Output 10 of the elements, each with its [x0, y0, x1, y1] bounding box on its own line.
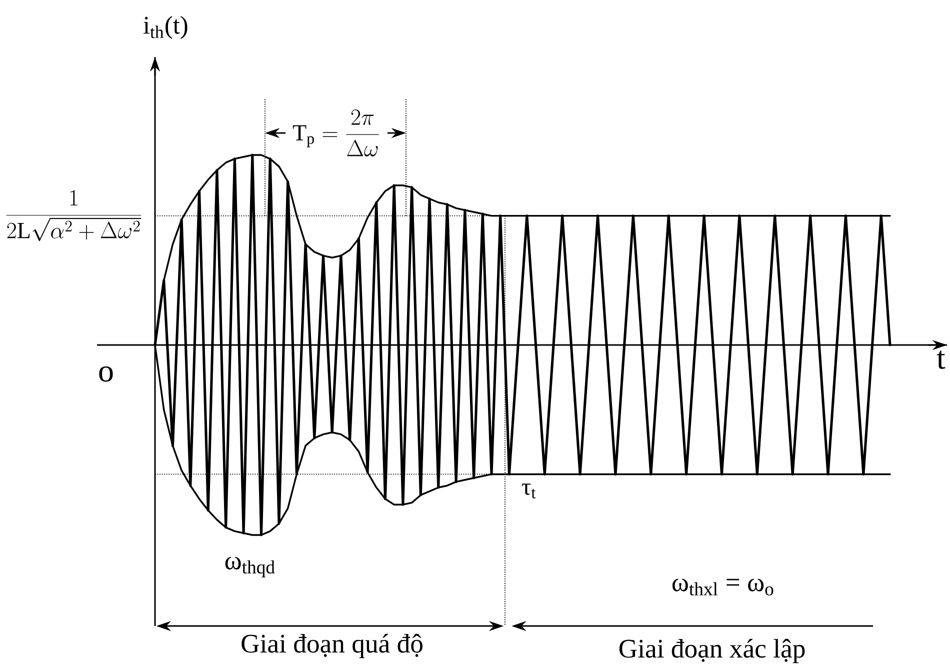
y-axis-title: i$_{th}$(t): [143, 16, 188, 39]
text: Giai đoạn xác lập: [619, 638, 805, 664]
text: Giai đoạn quá độ: [242, 634, 422, 658]
text: o: [99, 366, 113, 382]
text: ω$_{thxl}$ = ω$_{o}$: [672, 578, 774, 596]
text: ω$_{thqd}$: [225, 556, 275, 578]
x-axis-title: t: [936, 350, 946, 369]
annotation: $\mathrm{T}_{\mathrm{p}} = \frac{2\pi}{\Delta\omega}$: [292, 110, 379, 156]
annotation: τ$_{t}$: [522, 484, 536, 498]
ref-line-label: $\frac{1}{2\mathrm{L}\sqrt{\alpha^{2}+\Delta\omega^{2}}}$: [6, 190, 142, 242]
